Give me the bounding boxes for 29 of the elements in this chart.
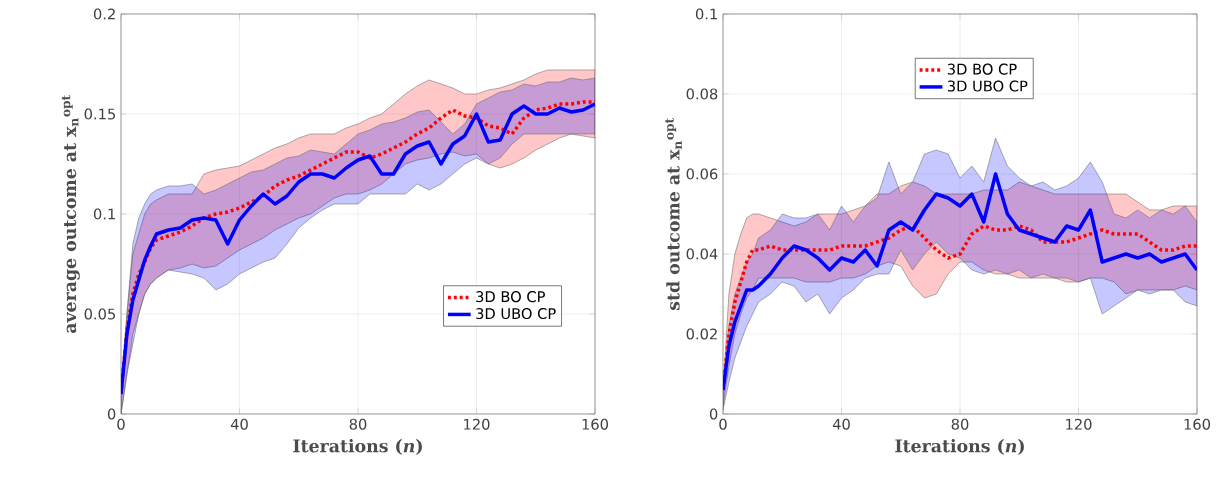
x-tick-label: 120 xyxy=(464,418,490,430)
y-tick-label: 0.02 xyxy=(686,328,717,340)
x-tick-label: 40 xyxy=(832,418,850,430)
x-tick-label: 120 xyxy=(1066,418,1092,430)
y-tick-label: 0.04 xyxy=(686,248,718,260)
x-tick-label: 160 xyxy=(1184,418,1211,430)
y-tick-label: 0.1 xyxy=(93,208,115,220)
y-axis-title: average outcome at x$_{n}$opt xyxy=(61,94,80,334)
legend-label: 3D BO CP xyxy=(947,63,1017,75)
x-tick-label: 80 xyxy=(951,418,969,430)
x-tick-label: 40 xyxy=(230,418,248,430)
y-tick-label: 0.08 xyxy=(686,88,718,100)
y-tick-label: 0.2 xyxy=(93,8,115,20)
y-tick-label: 0.06 xyxy=(686,168,718,180)
y-tick-label: 0.05 xyxy=(84,308,116,320)
x-tick-label: 0 xyxy=(719,418,727,430)
legend-label: 3D BO CP xyxy=(476,291,545,303)
y-tick-label: 0.15 xyxy=(84,108,116,120)
legend-label: 3D UBO CP xyxy=(476,308,556,320)
y-axis-title: std outcome at x$_{n}$opt xyxy=(665,117,682,311)
y-tick-label: 0 xyxy=(107,408,116,420)
x-axis-title: Iterations (n) xyxy=(293,438,422,455)
x-tick-label: 80 xyxy=(349,418,367,430)
x-tick-label: 160 xyxy=(582,418,609,430)
legend-label: 3D UBO CP xyxy=(947,80,1028,92)
x-axis-title: Iterations (n) xyxy=(895,438,1024,455)
y-tick-label: 0.1 xyxy=(695,8,717,20)
y-tick-label: 0 xyxy=(709,408,718,420)
x-tick-label: 0 xyxy=(117,418,125,430)
